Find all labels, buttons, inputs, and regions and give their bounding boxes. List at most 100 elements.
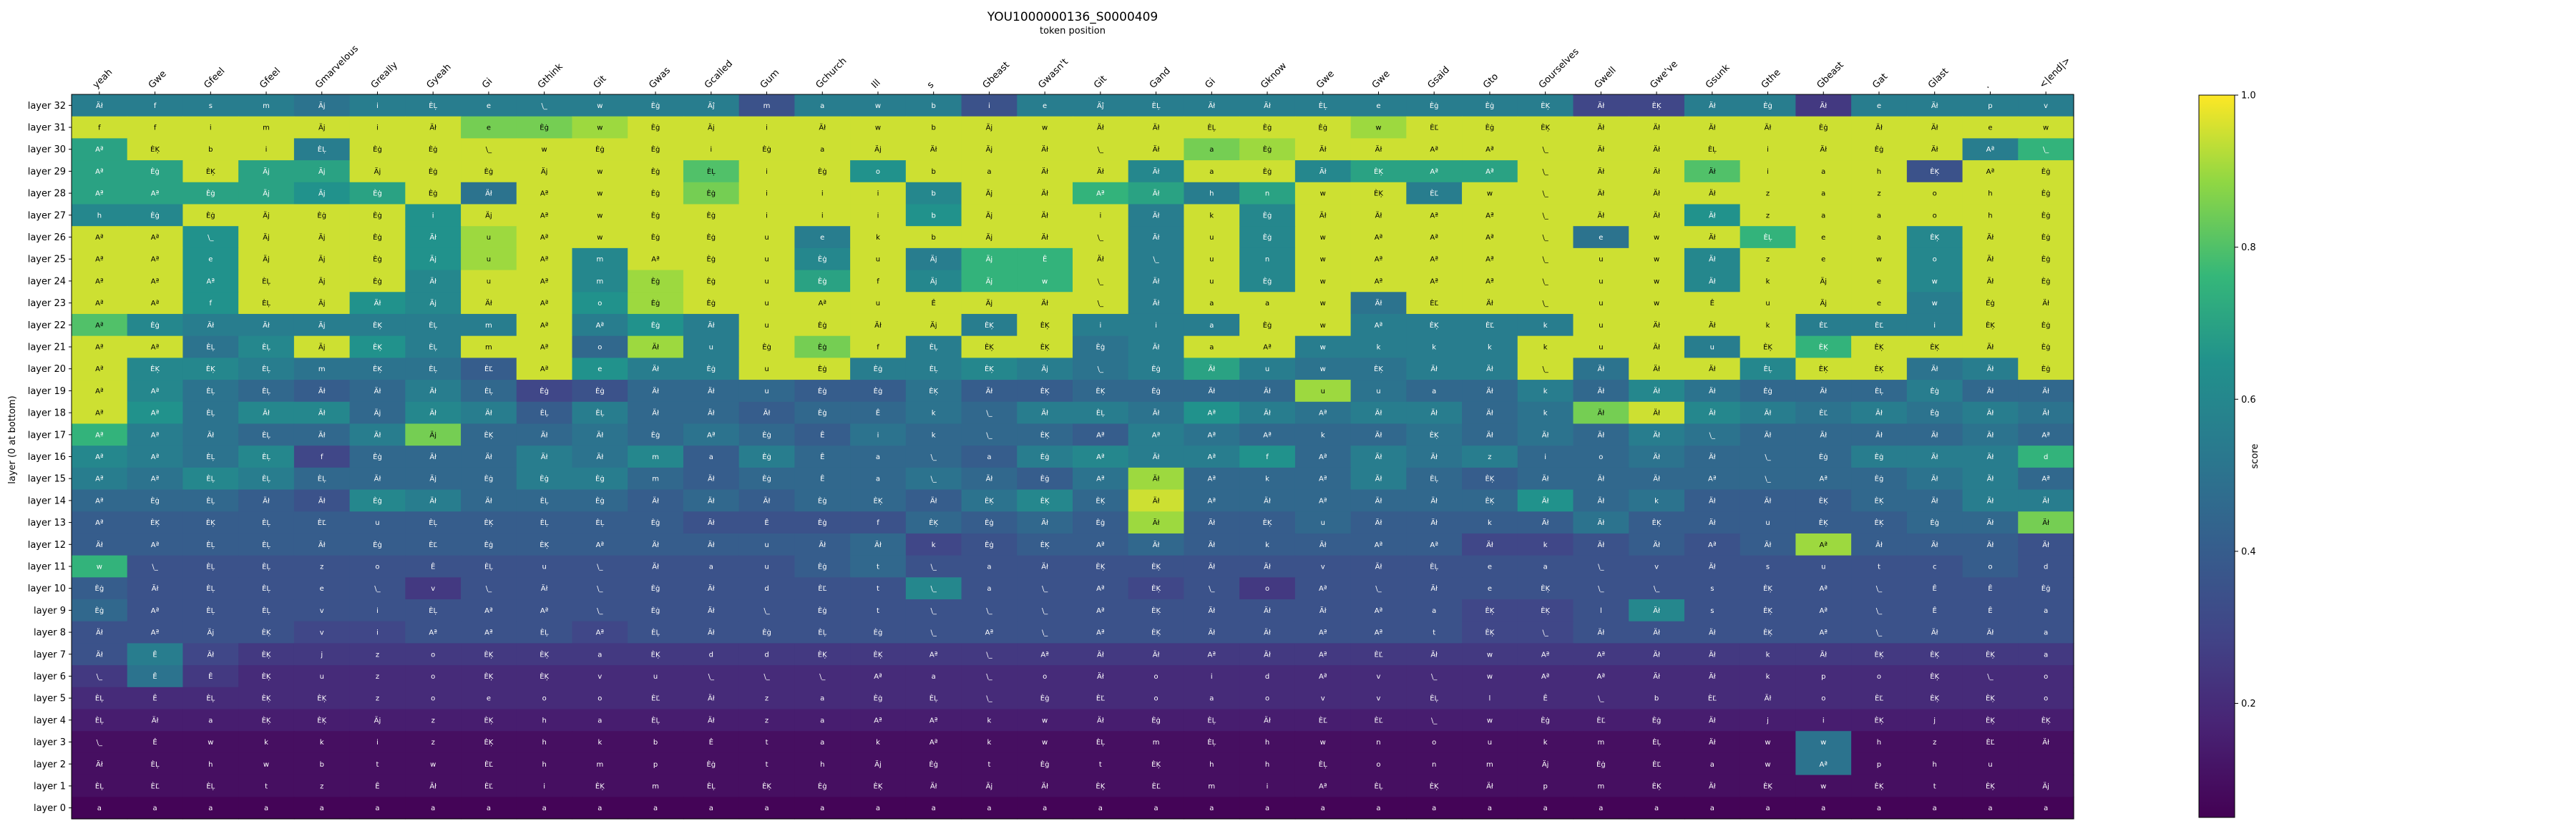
heatmap-cell bbox=[961, 270, 1018, 292]
cell-label: k bbox=[1654, 497, 1659, 505]
heatmap-cell bbox=[738, 731, 795, 754]
cell-label: a bbox=[709, 453, 713, 461]
heatmap-cell bbox=[293, 292, 351, 315]
cell-label: i bbox=[1933, 322, 1936, 330]
heatmap-cell bbox=[1740, 577, 1796, 600]
cell-label: u bbox=[764, 234, 769, 242]
cell-label: ÈĻ bbox=[540, 408, 549, 418]
cell-label: Äł bbox=[652, 386, 659, 395]
cell-label: ÈĶ bbox=[1875, 518, 1884, 527]
heatmap-cell bbox=[405, 533, 462, 556]
heatmap-cell bbox=[738, 138, 795, 161]
cell-label: a bbox=[2044, 651, 2048, 659]
heatmap-cell bbox=[1128, 533, 1185, 556]
cell-label: Äj bbox=[318, 320, 326, 330]
cell-label: ÈĻ bbox=[95, 781, 104, 790]
cell-label: ÈĶ bbox=[484, 672, 493, 681]
heatmap-cell bbox=[1962, 226, 2019, 249]
heatmap-cell bbox=[1462, 204, 1518, 227]
cell-label: Äł bbox=[318, 540, 326, 549]
cell-label: Äł bbox=[429, 496, 436, 505]
cell-label: u bbox=[1209, 277, 1214, 285]
heatmap-cell bbox=[1462, 555, 1518, 578]
cell-label: ÈĽ bbox=[1596, 715, 1605, 724]
heatmap-cell bbox=[794, 533, 851, 556]
cell-label: ÈĶ bbox=[1763, 584, 1772, 593]
cell-label: v bbox=[320, 629, 324, 637]
heatmap-cell bbox=[127, 511, 184, 534]
heatmap-cell bbox=[1406, 621, 1463, 644]
cell-label: ÈĶ bbox=[1096, 781, 1105, 790]
cell-label: Èġ bbox=[985, 540, 994, 549]
cell-label: Äł bbox=[1542, 474, 1549, 483]
heatmap-cell bbox=[1128, 511, 1185, 534]
cell-label: \_ bbox=[1098, 277, 1104, 285]
cell-label: p bbox=[1877, 761, 1881, 769]
cell-label: \_ bbox=[1598, 563, 1604, 571]
heatmap-cell bbox=[1073, 797, 1129, 820]
heatmap-cell bbox=[1406, 731, 1463, 754]
heatmap-cell bbox=[1851, 775, 1908, 797]
heatmap-cell bbox=[683, 116, 740, 139]
cell-label: Aª bbox=[95, 256, 104, 264]
heatmap-cell bbox=[572, 358, 628, 380]
heatmap-cell bbox=[72, 511, 128, 534]
heatmap-cell bbox=[1795, 270, 1852, 292]
cell-label: Äj bbox=[930, 255, 937, 264]
heatmap-cell bbox=[1684, 709, 1741, 732]
heatmap-cell bbox=[683, 138, 740, 161]
x-tick-label: Gsaid bbox=[1425, 64, 1452, 91]
cell-label: Aª bbox=[1430, 541, 1438, 549]
cell-label: Äł bbox=[1875, 540, 1883, 549]
cell-label: Äj bbox=[263, 167, 270, 176]
heatmap-cell bbox=[1573, 182, 1629, 205]
heatmap-cell bbox=[72, 621, 128, 644]
cell-label: Äł bbox=[152, 715, 159, 724]
heatmap-cell bbox=[794, 247, 851, 271]
heatmap-cell bbox=[1406, 446, 1463, 468]
y-tick-label: layer 21 bbox=[28, 343, 66, 353]
cell-label: Aª bbox=[95, 497, 104, 505]
cell-label: ÈĶ bbox=[484, 430, 493, 439]
heatmap-cell bbox=[905, 665, 962, 688]
cell-label: \_ bbox=[486, 585, 492, 593]
cell-label: a bbox=[820, 146, 824, 154]
heatmap-cell bbox=[1629, 709, 1685, 732]
heatmap-cell bbox=[1184, 709, 1240, 732]
heatmap-cell bbox=[1128, 643, 1185, 666]
heatmap-cell bbox=[1350, 247, 1407, 271]
heatmap-cell bbox=[1073, 533, 1129, 556]
cell-label: i bbox=[877, 212, 879, 220]
cell-label: Äj bbox=[1820, 276, 1827, 285]
cell-label: Äł bbox=[1765, 408, 1772, 418]
heatmap-cell bbox=[1795, 292, 1852, 315]
cell-label: ÈĻ bbox=[540, 628, 549, 637]
heatmap-cell bbox=[1684, 577, 1741, 600]
heatmap-cell bbox=[1462, 731, 1518, 754]
heatmap-cell bbox=[683, 467, 740, 491]
heatmap-cell bbox=[572, 226, 628, 249]
cell-label: ÈĶ bbox=[1930, 649, 1939, 659]
heatmap-cell bbox=[1128, 247, 1185, 271]
cell-label: o bbox=[1877, 673, 1881, 681]
cell-label: Äł bbox=[1208, 628, 1215, 637]
cell-label: Äj bbox=[318, 343, 326, 352]
heatmap-cell bbox=[1350, 577, 1407, 600]
heatmap-cell bbox=[461, 643, 517, 666]
heatmap-cell bbox=[905, 247, 962, 271]
heatmap-cell bbox=[572, 511, 628, 534]
heatmap-cell bbox=[1740, 247, 1796, 271]
heatmap-cell bbox=[1962, 775, 2019, 797]
heatmap-cell bbox=[850, 270, 907, 292]
cell-label: e bbox=[1488, 585, 1492, 593]
heatmap-cell bbox=[182, 555, 239, 578]
heatmap-cell bbox=[2018, 358, 2074, 380]
cell-label: Äł bbox=[485, 408, 492, 418]
cell-label: Èġ bbox=[651, 320, 660, 330]
heatmap-cell bbox=[405, 665, 462, 688]
heatmap-cell bbox=[1517, 94, 1574, 117]
heatmap-cell bbox=[1184, 643, 1240, 666]
heatmap-cell bbox=[1851, 665, 1908, 688]
cell-label: b bbox=[932, 212, 936, 220]
heatmap-cell bbox=[1128, 423, 1185, 446]
